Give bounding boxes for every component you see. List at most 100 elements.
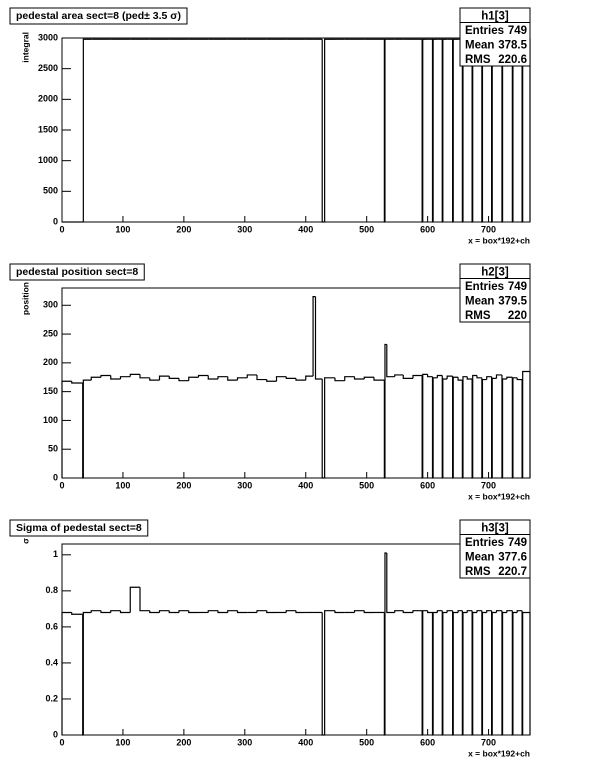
y-axis-label: integral — [20, 32, 30, 63]
x-axis-label: x = box*192+ch — [468, 491, 530, 501]
x-tick-label: 500 — [359, 224, 374, 234]
x-tick-label: 600 — [420, 224, 435, 234]
stats-name: h3[3] — [481, 522, 509, 534]
histogram-bin — [217, 376, 228, 379]
histogram-bin — [495, 374, 502, 379]
histogram-bin — [481, 38, 487, 222]
stats-label: Entries — [465, 537, 504, 549]
histogram-bin — [452, 611, 459, 735]
stats-label: Mean — [465, 551, 494, 563]
stats-label: RMS — [465, 54, 491, 66]
x-tick-label: 600 — [420, 480, 435, 490]
histogram-bin — [139, 374, 150, 379]
histogram-bin — [516, 610, 523, 613]
histogram-bin — [295, 610, 306, 614]
histogram-bin — [466, 610, 473, 613]
histogram-bin — [344, 376, 355, 381]
x-tick-label: 100 — [115, 480, 130, 490]
y-tick-label: 1000 — [38, 155, 58, 165]
histogram-bin — [373, 377, 385, 381]
histogram-bin — [386, 553, 395, 614]
stats-box — [459, 263, 531, 323]
histogram-bin — [442, 378, 448, 478]
histogram-bin — [491, 38, 497, 222]
x-axis-label: x = box*192+ch — [468, 235, 530, 245]
histogram-bin — [353, 610, 365, 613]
histogram-bin — [129, 373, 140, 377]
y-tick-label: 250 — [43, 328, 58, 338]
y-tick-label: 500 — [43, 186, 58, 196]
x-tick-label: 700 — [481, 737, 496, 747]
y-tick-label: 0 — [53, 472, 58, 482]
stats-value: 749 — [508, 281, 527, 293]
x-tick-label: 400 — [298, 480, 313, 490]
histogram-bin — [236, 610, 248, 614]
histogram-bin — [522, 611, 531, 735]
x-tick-label: 300 — [237, 737, 252, 747]
stats-label: RMS — [465, 310, 491, 322]
histogram-bin — [501, 611, 507, 735]
histogram-bin — [305, 375, 314, 381]
stats-label: RMS — [465, 566, 491, 578]
x-tick-label: 300 — [237, 224, 252, 234]
histogram-bin — [384, 343, 387, 478]
histogram-bin — [129, 586, 140, 613]
y-tick-label: 200 — [43, 357, 58, 367]
histogram-bin — [334, 610, 345, 614]
y-tick-label: 300 — [43, 300, 58, 310]
histogram-bin — [139, 587, 150, 612]
histogram-bin — [285, 610, 296, 613]
x-tick-label: 300 — [237, 480, 252, 490]
histogram-bin — [432, 611, 438, 735]
chart-title: pedestal area sect=8 (ped± 3.5 σ) — [16, 10, 181, 22]
x-axis-label: x = box*192+ch — [468, 748, 530, 758]
x-tick-label: 400 — [298, 224, 313, 234]
title-box — [9, 7, 188, 25]
histogram-bin — [491, 611, 497, 735]
y-tick-label: 3000 — [38, 32, 58, 42]
stats-value: 749 — [508, 537, 527, 549]
histogram-bin — [472, 374, 477, 478]
histogram-bin — [442, 38, 448, 222]
histogram-bin — [110, 610, 121, 613]
stats-value: 379.5 — [498, 295, 527, 307]
histogram-bin — [481, 611, 487, 735]
histogram-bin — [295, 378, 306, 381]
histogram-bin — [158, 610, 170, 613]
histogram-bin — [476, 375, 482, 379]
histogram-bin — [481, 378, 487, 478]
histogram-bin — [82, 38, 92, 222]
stats-value: 377.6 — [498, 551, 527, 563]
histogram-bin — [516, 377, 523, 381]
histogram-bin — [246, 374, 257, 378]
histogram-bin — [256, 374, 267, 381]
histogram-bin — [168, 376, 179, 379]
histogram-bin — [119, 376, 131, 379]
histogram-bin — [462, 611, 468, 735]
histogram-bin — [491, 377, 497, 478]
histogram-bin — [386, 344, 395, 378]
histogram-bin — [207, 610, 218, 613]
y-tick-label: 0 — [53, 216, 58, 226]
histogram-bin — [472, 38, 477, 222]
histogram-bin — [452, 376, 459, 478]
histogram-bin — [266, 610, 277, 614]
histogram-bin — [436, 374, 443, 378]
histogram-bin — [100, 374, 111, 378]
stats-label: Entries — [465, 281, 504, 293]
y-axis-label: σ — [20, 538, 30, 544]
stats-label: Mean — [465, 39, 494, 51]
y-tick-label: 100 — [43, 415, 58, 425]
histogram-bin — [412, 610, 423, 613]
y-tick-label: 150 — [43, 386, 58, 396]
x-tick-label: 200 — [176, 480, 191, 490]
histogram-bin — [402, 610, 413, 614]
x-tick-label: 0 — [59, 480, 64, 490]
histogram-bin — [422, 373, 428, 478]
histogram-bin — [522, 38, 531, 222]
histogram-bin — [501, 38, 507, 222]
histogram-bin — [168, 610, 179, 614]
histogram-bin — [207, 375, 218, 380]
y-tick-label: 50 — [48, 444, 58, 454]
histogram-bin — [501, 378, 507, 478]
